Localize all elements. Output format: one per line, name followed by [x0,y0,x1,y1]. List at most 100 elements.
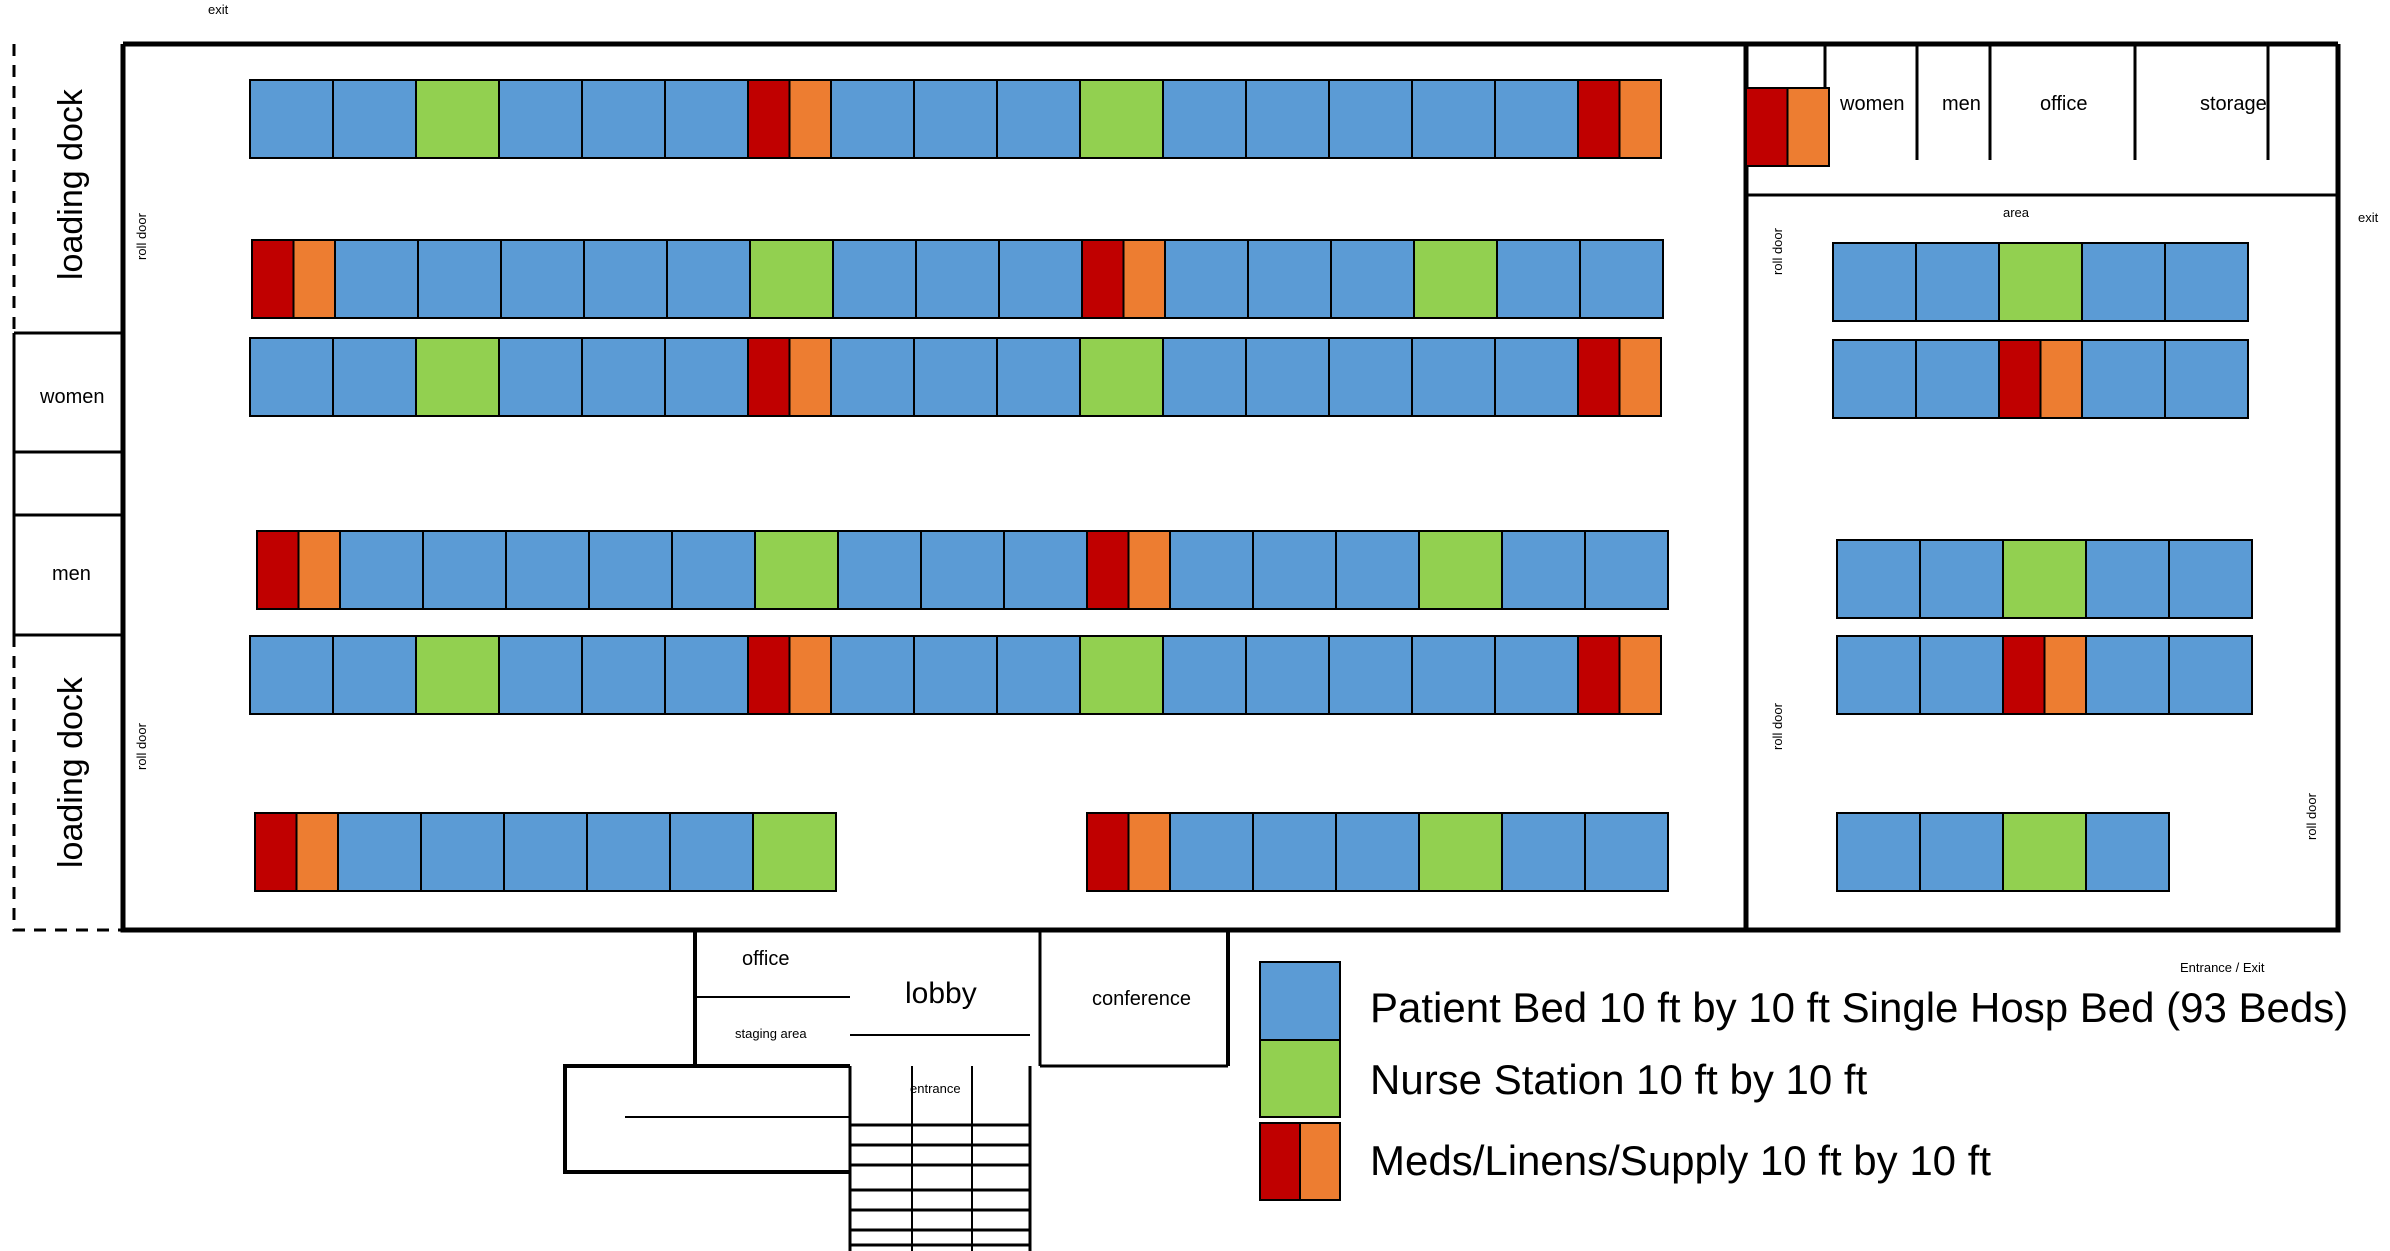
patient-bed-cell [913,635,998,715]
nurse-station-cell [1413,239,1498,319]
legend-bed-label: Patient Bed 10 ft by 10 ft Single Hosp B… [1370,984,2348,1031]
patient-bed-cell [586,812,671,892]
patient-bed-cell [832,239,917,319]
nurse-station-cell [2002,812,2087,892]
meds-supply-cell-red [1577,337,1621,417]
patient-bed-cell [664,635,749,715]
meds-supply-cell-red [1998,339,2042,419]
patient-bed-cell [1169,530,1254,610]
patient-bed-cell [1164,239,1249,319]
meds-supply-cell-orange [1127,812,1171,892]
meds-supply-cell-red [1577,635,1621,715]
patient-bed-cell [2085,812,2170,892]
patient-bed-cell [1328,635,1413,715]
nurse-station-cell [415,635,500,715]
patient-bed-cell [2164,242,2249,322]
patient-bed-cell [337,812,422,892]
patient-bed-cell [1003,530,1088,610]
meds-supply-cell-red [256,530,300,610]
patient-bed-cell [1247,239,1332,319]
patient-bed-cell [1501,812,1586,892]
meds-supply-cell-orange [1618,635,1662,715]
roll-door-label-1: roll door [134,212,149,260]
patient-bed-cell [2168,635,2253,715]
patient-bed-cell [830,635,915,715]
bed-grid [249,79,2253,892]
patient-bed-cell [913,337,998,417]
patient-bed-cell [1915,242,2000,322]
meds-supply-cell-red [251,239,295,319]
patient-bed-cell [498,337,583,417]
patient-bed-cell [1411,635,1496,715]
legend: Patient Bed 10 ft by 10 ft Single Hosp B… [1259,961,2348,1201]
meds-supply-cell-orange [1618,79,1662,159]
patient-bed-cell [1411,337,1496,417]
patient-bed-cell [1836,539,1921,619]
meds-supply-cell-orange [2039,339,2083,419]
office-bottom-label: office [742,948,789,970]
legend-supply-swatch-orange [1299,1122,1341,1201]
patient-bed-cell [500,239,585,319]
women-restroom-right-label: women [1839,93,1904,115]
legend-nurse-label: Nurse Station 10 ft by 10 ft [1370,1056,1868,1103]
patient-bed-cell [830,79,915,159]
patient-bed-cell [1169,812,1254,892]
patient-bed-cell [503,812,588,892]
patient-bed-cell [1162,635,1247,715]
patient-bed-cell [1328,337,1413,417]
entrance-exit-label: Entrance / Exit [2180,960,2265,975]
patient-bed-cell [1245,635,1330,715]
lobby-label: lobby [905,977,977,1010]
patient-bed-cell [334,239,419,319]
nurse-station-cell [752,812,837,892]
office-right-label: office [2040,93,2087,115]
storage-label: storage [2200,93,2267,115]
patient-bed-cell [581,337,666,417]
patient-bed-cell [339,530,424,610]
patient-bed-cell [1335,812,1420,892]
nurse-station-cell [1079,337,1164,417]
patient-bed-cell [996,635,1081,715]
patient-bed-cell [1411,79,1496,159]
patient-bed-cell [332,79,417,159]
patient-bed-cell [249,79,334,159]
meds-supply-cell-red [2002,635,2046,715]
roll-door-label-2: roll door [134,722,149,770]
patient-bed-cell [249,635,334,715]
patient-bed-cell [1501,530,1586,610]
patient-bed-cell [1496,239,1581,319]
men-restroom-left-label: men [52,563,91,585]
patient-bed-cell [996,79,1081,159]
legend-nurse-swatch [1259,1039,1341,1118]
nurse-station-cell [415,79,500,159]
patient-bed-cell [1915,339,2000,419]
meds-supply-cell-red [1086,812,1130,892]
legend-supply-swatch-red [1259,1122,1301,1201]
meds-supply-cell-red [747,79,791,159]
area-note-label: area [2003,205,2030,220]
patient-bed-cell [1579,239,1664,319]
patient-bed-cell [2085,539,2170,619]
nurse-station-cell [1418,530,1503,610]
meds-supply-cell-red [1745,87,1789,167]
meds-supply-cell-red [254,812,298,892]
patient-bed-cell [664,79,749,159]
patient-bed-cell [1919,812,2004,892]
patient-bed-cell [2168,539,2253,619]
patient-bed-cell [1162,79,1247,159]
nurse-station-cell [1079,635,1164,715]
patient-bed-cell [1252,530,1337,610]
patient-bed-cell [1832,242,1917,322]
meds-supply-cell-red [1577,79,1621,159]
patient-bed-cell [1584,530,1669,610]
meds-supply-cell-orange [297,530,341,610]
patient-bed-cell [998,239,1083,319]
nurse-station-cell [1998,242,2083,322]
patient-bed-cell [420,812,505,892]
nurse-station-cell [1418,812,1503,892]
patient-bed-cell [1832,339,1917,419]
patient-bed-cell [920,530,1005,610]
meds-supply-cell-orange [1122,239,1166,319]
patient-bed-cell [581,79,666,159]
